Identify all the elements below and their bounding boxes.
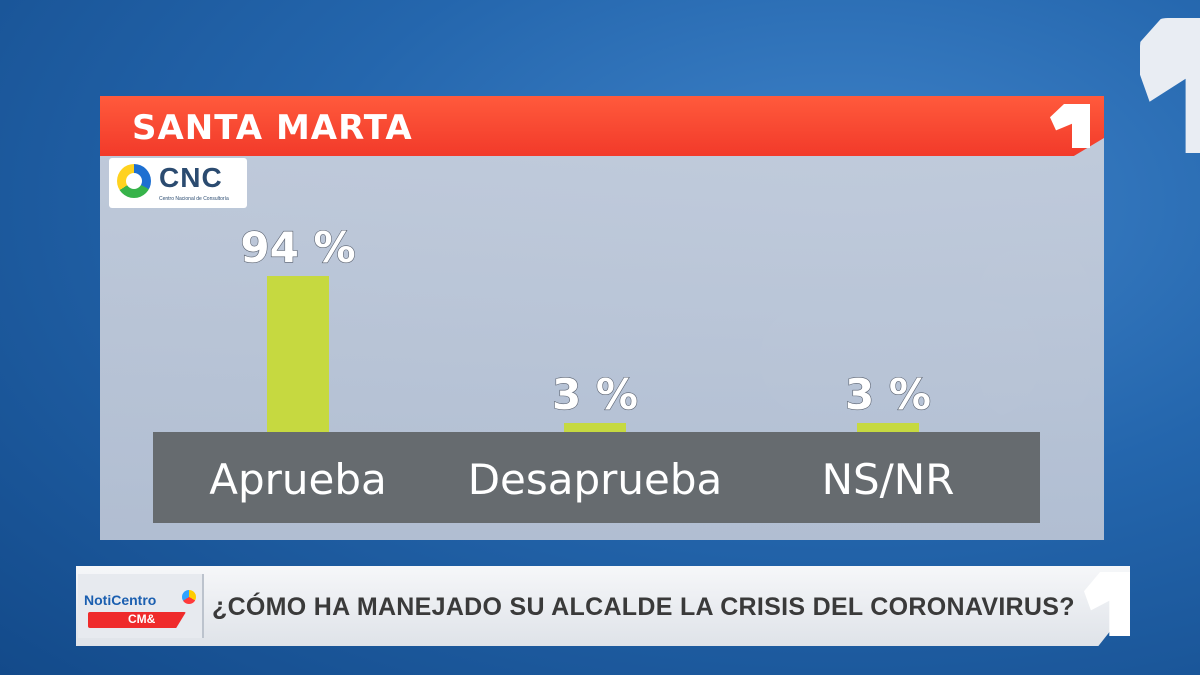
bar-desaprueba	[564, 423, 626, 432]
cnc-logo: CNC Centro Nacional de Consultoría	[109, 158, 247, 208]
noticentro-logo: NotiCentro CM&	[78, 574, 204, 638]
value-label: 3 %	[552, 370, 638, 419]
cm-badge: CM&	[88, 612, 186, 628]
title-bar	[100, 96, 1104, 156]
category-label: Desaprueba	[468, 455, 723, 504]
value-label: 3 %	[845, 370, 931, 419]
category-label: Aprueba	[209, 455, 387, 504]
cnc-logo-text: CNC	[159, 162, 223, 193]
noticentro-dot-icon	[182, 590, 196, 604]
cm-badge-text: CM&	[128, 612, 156, 626]
bar-ns-nr	[857, 423, 919, 432]
poll-question: ¿CÓMO HA MANEJADO SU ALCALDE LA CRISIS D…	[212, 593, 1075, 621]
bar-aprueba	[267, 276, 329, 432]
noticentro-logo-text: NotiCentro	[84, 592, 157, 608]
category-label-band	[153, 432, 1040, 523]
chart-title: SANTA MARTA	[132, 108, 413, 148]
cnc-logo-subtitle: Centro Nacional de Consultoría	[159, 196, 229, 202]
cnc-circle-icon	[117, 164, 151, 198]
bottom-lower-third	[76, 566, 1130, 646]
value-label: 94 %	[240, 223, 355, 272]
category-label: NS/NR	[822, 455, 955, 504]
